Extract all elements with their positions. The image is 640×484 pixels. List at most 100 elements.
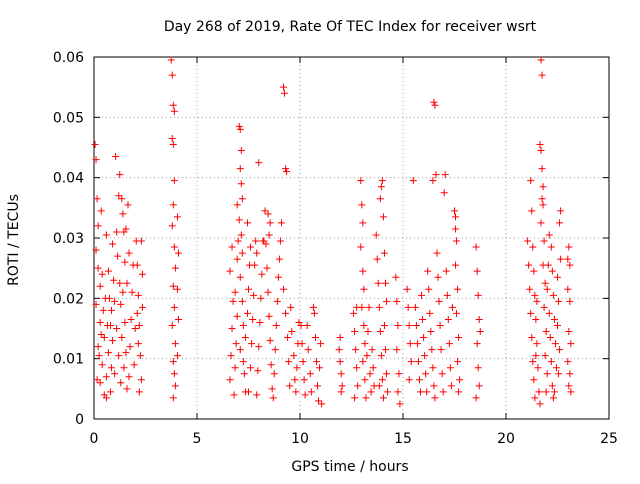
data-point	[554, 273, 561, 281]
y-tick-label: 0	[75, 412, 84, 428]
data-point	[542, 328, 550, 336]
data-point	[415, 376, 423, 384]
axis-ticks: 0 0.01 0.02 0.03 0.04 0.05 0.06 0 5 10 15 20 25	[53, 50, 618, 447]
data-point	[444, 315, 452, 323]
data-point	[280, 285, 288, 293]
x-tick-label: 25	[600, 431, 618, 447]
data-point	[529, 358, 537, 366]
data-point	[378, 177, 386, 185]
data-point	[452, 225, 460, 233]
data-point	[564, 255, 572, 263]
data-point	[247, 364, 255, 372]
data-point	[261, 207, 269, 215]
data-point	[550, 388, 558, 396]
data-point	[439, 388, 447, 396]
data-point	[566, 297, 574, 305]
data-point	[420, 334, 428, 342]
data-point	[440, 189, 448, 197]
data-point	[351, 394, 359, 402]
data-point	[120, 364, 128, 372]
data-point	[312, 358, 320, 366]
data-point	[545, 309, 553, 317]
data-point	[262, 240, 270, 248]
data-point	[248, 340, 256, 348]
data-point	[540, 303, 548, 311]
data-point	[293, 364, 301, 372]
data-point	[98, 361, 106, 369]
data-point	[453, 237, 461, 245]
data-point	[227, 352, 235, 360]
data-point	[365, 303, 373, 311]
data-point	[94, 343, 102, 351]
y-tick-label: 0.02	[53, 291, 84, 307]
data-point	[378, 376, 386, 384]
data-point	[138, 303, 146, 311]
data-point	[539, 201, 547, 209]
data-point	[473, 267, 481, 275]
data-point	[130, 361, 138, 369]
data-point	[534, 364, 542, 372]
data-point	[245, 388, 252, 396]
y-tick-label: 0.06	[53, 50, 84, 66]
data-point	[119, 288, 127, 296]
data-point	[284, 334, 292, 342]
data-point	[557, 207, 565, 215]
data-point	[543, 285, 551, 293]
data-point	[372, 231, 380, 239]
data-point	[535, 388, 543, 396]
data-point	[112, 153, 120, 161]
data-point	[301, 391, 309, 399]
data-point	[236, 125, 244, 133]
chart-title: Day 268 of 2019, Rate Of TEC Index for r…	[164, 19, 537, 35]
data-point	[423, 388, 431, 396]
data-point	[116, 171, 124, 179]
data-point	[554, 321, 561, 329]
data-point	[454, 285, 462, 293]
data-point	[271, 346, 279, 354]
data-point	[353, 364, 361, 372]
data-point	[266, 337, 274, 345]
data-point	[269, 394, 277, 402]
data-point	[375, 382, 383, 390]
data-point	[527, 177, 535, 185]
data-point	[233, 312, 241, 320]
data-point	[94, 264, 102, 272]
data-point	[290, 352, 298, 360]
data-point	[358, 201, 366, 209]
data-point	[170, 303, 178, 311]
data-point	[97, 331, 105, 339]
data-point	[106, 321, 114, 329]
data-point	[226, 267, 234, 275]
data-point	[131, 325, 139, 332]
data-point	[395, 370, 403, 378]
data-point	[234, 237, 242, 245]
data-point	[412, 321, 420, 329]
data-point	[383, 297, 391, 305]
data-point	[453, 309, 461, 317]
data-point	[135, 388, 143, 396]
data-point	[556, 346, 564, 354]
data-point	[538, 195, 546, 203]
data-point	[173, 285, 181, 293]
data-point	[381, 279, 389, 287]
data-point	[547, 243, 555, 251]
data-point	[233, 255, 241, 263]
data-point	[171, 264, 179, 272]
data-point	[438, 370, 446, 378]
data-point	[125, 373, 133, 381]
data-point	[544, 261, 552, 269]
data-point	[476, 328, 484, 336]
data-point	[264, 210, 272, 218]
data-point	[430, 382, 438, 390]
data-point	[443, 291, 451, 299]
data-point	[336, 358, 344, 366]
data-point	[441, 171, 449, 179]
data-point	[272, 321, 280, 329]
data-point	[565, 382, 573, 390]
data-point	[528, 207, 536, 215]
data-point	[524, 237, 532, 245]
data-point	[530, 376, 538, 384]
data-point	[352, 346, 360, 354]
data-point	[472, 243, 480, 251]
data-point	[241, 334, 249, 342]
